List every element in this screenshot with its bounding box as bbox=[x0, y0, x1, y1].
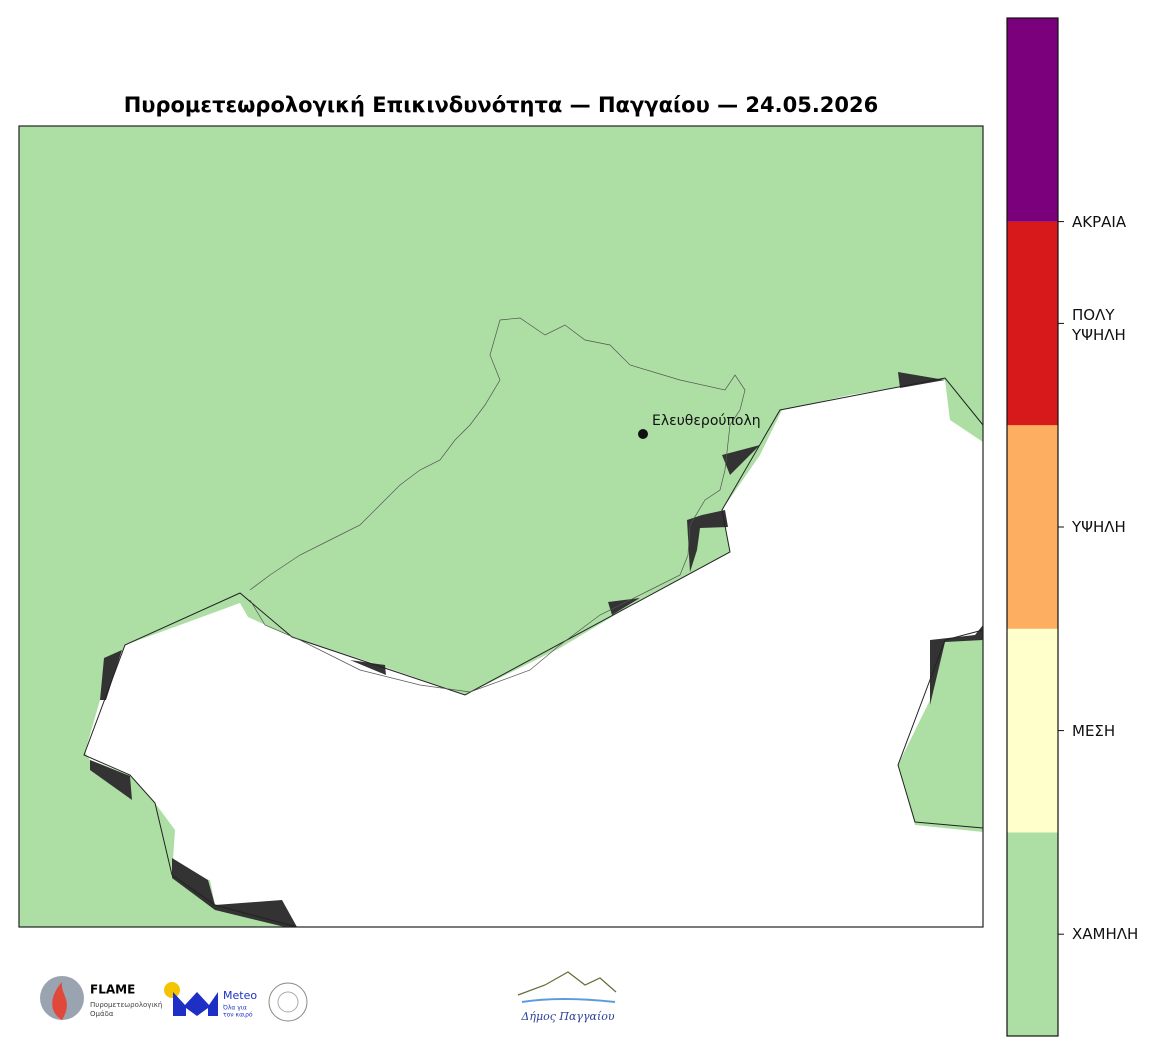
meteo-logo bbox=[173, 992, 218, 1016]
colorbar-segment bbox=[1007, 628, 1058, 833]
coastline-east bbox=[897, 629, 984, 829]
colorbar-frame bbox=[1006, 17, 1059, 1037]
municipality-mountains bbox=[517, 971, 617, 996]
colorbar-segment bbox=[1007, 18, 1058, 222]
coastline bbox=[83, 377, 984, 928]
seal-logo bbox=[268, 982, 308, 1022]
city-marker bbox=[638, 429, 648, 439]
logo-text: τον καιρό bbox=[223, 1012, 253, 1019]
colorbar-segment bbox=[1007, 221, 1058, 426]
colorbar-label: ΑΚΡΑΙΑ bbox=[1072, 212, 1127, 231]
sea bbox=[85, 380, 983, 927]
logo-text: Πυρομετεωρολογική bbox=[90, 1001, 162, 1009]
meteo-sun bbox=[164, 982, 180, 998]
flame-icon bbox=[52, 982, 67, 1020]
colorbar-label: ΠΟΛΥ ΥΨΗΛΗ bbox=[1072, 306, 1126, 345]
colorbar bbox=[1007, 18, 1064, 1036]
colorbar-label: ΜΕΣΗ bbox=[1072, 721, 1116, 740]
colorbar-segment bbox=[1007, 425, 1058, 629]
logo-text: Ομάδα bbox=[90, 1010, 114, 1018]
municipality-sea bbox=[521, 998, 616, 1003]
city-label: Ελευθερούπολη bbox=[652, 413, 761, 429]
logo-text: FLAME bbox=[90, 983, 135, 997]
logo-text: Meteo bbox=[223, 989, 257, 1002]
logos: FLAME Πυρομετεωρολογική Ομάδα Meteo Όλα … bbox=[40, 971, 617, 1023]
logo-text: Δήμος Παγγαίου bbox=[520, 1010, 614, 1023]
municipality-boundary bbox=[249, 317, 746, 693]
map-title: Πυρομετεωρολογική Επικινδυνότητα — Παγγα… bbox=[124, 93, 879, 117]
colorbar-segment bbox=[1007, 832, 1058, 1036]
logo-text: Όλα για bbox=[222, 1005, 247, 1012]
colorbar-label: ΥΨΗΛΗ bbox=[1072, 518, 1126, 536]
colorbar-label: ΧΑΜΗΛΗ bbox=[1072, 925, 1139, 944]
seal-logo bbox=[277, 991, 299, 1013]
map-frame bbox=[18, 125, 984, 928]
